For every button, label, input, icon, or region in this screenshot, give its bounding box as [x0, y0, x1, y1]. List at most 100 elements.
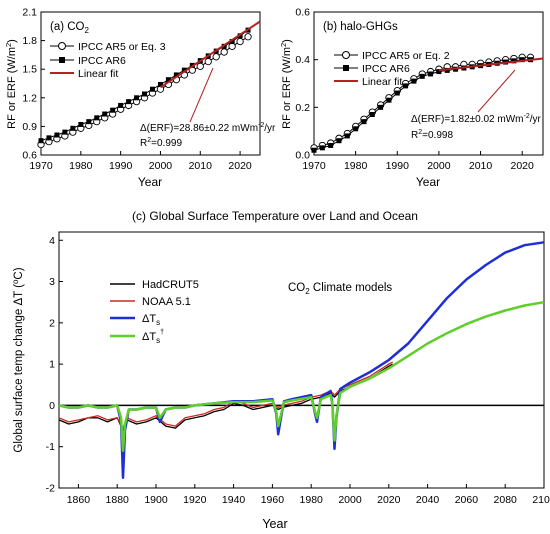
- panel-b-halo-ghgs: (b) halo-GHGs RF or ERF (W/m2) Year 1970…: [279, 7, 544, 189]
- y-tick-label: 0.0: [295, 150, 310, 162]
- panel-a-title: (a) CO2: [50, 21, 90, 35]
- y-tick-label: -1: [46, 441, 55, 453]
- legend-c-dts-label: ΔTs: [142, 313, 160, 327]
- open-circle-point: [204, 57, 212, 66]
- filled-square-point: [311, 147, 317, 153]
- panel-a-annotation-r2: R2=0.999: [140, 137, 182, 149]
- panel-a-ticks: 1970 1980 1990 2000 2010 2020 0.6 0.9 1.2 1.5 1.8 2…: [22, 7, 252, 173]
- series-line-2: [438, 57, 544, 72]
- series-line-0: [58, 363, 394, 431]
- x-tick-label: 1980: [344, 160, 368, 172]
- filled-square-point: [319, 145, 325, 151]
- x-tick-label: 2060: [455, 494, 479, 506]
- open-circle-point: [196, 62, 204, 70]
- legend-b-ar6-label: IPCC AR6: [362, 63, 410, 75]
- filled-square-point: [62, 129, 68, 135]
- legend-a-ar5-label: IPCC AR5 or Eq. 3: [78, 41, 166, 53]
- legend-a-fit-label: Linear fit: [78, 68, 118, 80]
- legend-b-ar5-label: IPCC AR5 or Eq. 2: [362, 50, 450, 62]
- panel-c-legend: HadCRUT5 NOAA 5.1 ΔTs ΔTs†: [110, 279, 199, 345]
- y-tick-label: 2: [49, 317, 55, 329]
- panel-c-title: (c) Global Surface Temperature over Land…: [132, 209, 418, 223]
- panel-a-plot-frame: [40, 11, 261, 156]
- x-tick-label: 1990: [109, 160, 133, 172]
- panel-a-xlabel: Year: [138, 175, 162, 189]
- panel-c-ticks: 1860 1880 1900 1920 1940 1960 1980 2000 2020 2040…: [46, 235, 550, 506]
- panel-a-annotation-slope: Δ(ERF)=28.86±0.22 mWm-2/yr: [140, 122, 276, 134]
- x-tick-label: 1940: [222, 494, 246, 506]
- filled-square-point: [157, 81, 163, 87]
- filled-square-point: [328, 142, 334, 148]
- open-circle-point: [228, 42, 236, 50]
- filled-square-point: [70, 125, 76, 131]
- filled-square-point: [78, 121, 84, 127]
- panel-b-ylabel: RF or ERF (W/m2): [279, 39, 293, 129]
- x-tick-label: 1980: [300, 494, 324, 506]
- panel-a-marks: [37, 20, 261, 149]
- x-tick-label: 1960: [261, 494, 285, 506]
- filled-square-point: [173, 72, 179, 78]
- legend-c-hadcrut-label: HadCRUT5: [142, 279, 199, 291]
- panel-b-marks: [310, 53, 544, 153]
- y-tick-label: 1.5: [22, 64, 37, 76]
- y-tick-label: 0.2: [295, 102, 310, 114]
- filled-square-point: [336, 138, 342, 144]
- filled-square-point: [419, 73, 425, 79]
- filled-square-point: [134, 95, 140, 101]
- panel-c-model-label: CO2 Climate models: [288, 282, 392, 296]
- x-tick-label: 2010: [469, 160, 493, 172]
- open-circle-point: [236, 37, 244, 46]
- panel-b-annotation-r2: R2=0.998: [411, 129, 453, 141]
- y-tick-label: 0.4: [295, 54, 310, 66]
- y-tick-label: 1: [49, 359, 55, 371]
- x-tick-label: 2000: [338, 494, 362, 506]
- x-tick-label: 2000: [149, 160, 173, 172]
- series-line-1: [58, 361, 393, 429]
- panel-b-title: (b) halo-GHGs: [323, 21, 398, 33]
- filled-square-point: [102, 111, 108, 117]
- panel-b-xlabel: Year: [416, 175, 440, 189]
- panel-c-marks: [58, 241, 545, 479]
- x-tick-label: 1920: [183, 494, 207, 506]
- filled-square-point: [403, 83, 409, 89]
- filled-square-point: [519, 57, 525, 63]
- y-tick-label: 1.2: [22, 92, 37, 104]
- filled-square-point: [142, 91, 148, 97]
- x-tick-label: 2020: [228, 160, 252, 172]
- filled-square-point: [118, 102, 124, 108]
- y-tick-label: 4: [49, 235, 55, 247]
- legend-c-dts-dagger-label: ΔTs†: [142, 329, 164, 345]
- filled-square-point: [344, 133, 350, 139]
- x-tick-label: 2010: [189, 160, 213, 172]
- x-tick-label: 1880: [106, 494, 130, 506]
- x-tick-label: 1990: [386, 160, 410, 172]
- filled-square-point: [428, 71, 434, 77]
- x-tick-label: 1970: [302, 160, 326, 172]
- y-tick-label: 1.8: [22, 35, 37, 47]
- panel-b-annotation-slope: Δ(ERF)=1.82±0.02 mWm-2/yr: [411, 113, 541, 125]
- filled-square-point: [411, 78, 417, 84]
- legend-b-ar5-marker: [342, 51, 350, 59]
- filled-square-point: [378, 104, 384, 110]
- x-tick-label: 2020: [511, 160, 535, 172]
- legend-c-noaa-label: NOAA 5.1: [142, 296, 191, 308]
- legend-a-ar6-label: IPCC AR6: [78, 55, 126, 67]
- series-line-3: [58, 300, 545, 453]
- series-line-2: [159, 20, 261, 89]
- panel-a-ylabel: RF or ERF (W/m2): [4, 39, 18, 129]
- open-circle-point: [212, 53, 220, 61]
- filled-square-point: [94, 115, 100, 121]
- filled-square-point: [369, 111, 375, 117]
- filled-square-point: [126, 99, 132, 105]
- filled-square-point: [386, 97, 392, 103]
- series-line-2: [58, 241, 545, 479]
- y-tick-label: 3: [49, 276, 55, 288]
- legend-a-ar5-marker: [58, 42, 66, 50]
- x-tick-label: 2080: [494, 494, 518, 506]
- filled-square-point: [110, 107, 116, 113]
- panel-a-legend: IPCC AR5 or Eq. 3 IPCC AR6 Linear fit: [50, 41, 166, 80]
- x-tick-label: 1900: [144, 494, 168, 506]
- x-tick-label: 1980: [69, 160, 93, 172]
- filled-square-point: [229, 39, 235, 45]
